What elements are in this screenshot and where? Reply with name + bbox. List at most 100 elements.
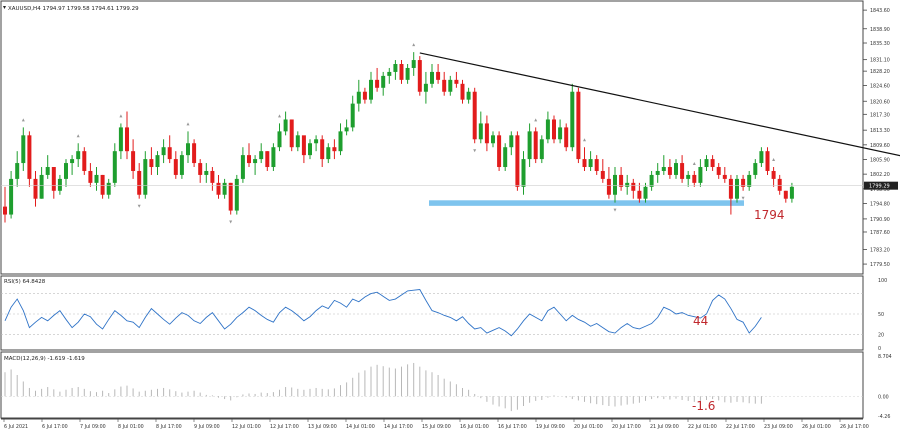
candle-body xyxy=(179,155,184,175)
price-tick-label: 1838.90 xyxy=(870,27,890,33)
current-price-label: 1799.29 xyxy=(869,184,890,190)
candle-body xyxy=(118,127,123,152)
time-tick-label: 7 Jul 09:00 xyxy=(80,424,106,430)
candle-body xyxy=(76,151,81,160)
candle-body xyxy=(631,182,636,191)
candle-body xyxy=(692,174,697,183)
candle-body xyxy=(247,155,251,164)
trendline-group xyxy=(419,52,900,173)
candle-body xyxy=(283,119,288,132)
candle-body xyxy=(112,151,117,183)
candle-body xyxy=(125,127,129,152)
candle-body xyxy=(198,163,203,175)
macd-panel: 8.704 0.00 -4.26 xyxy=(1,354,892,420)
candle-body xyxy=(204,170,209,175)
candle-body xyxy=(253,159,258,164)
candle-body xyxy=(759,151,764,164)
candle-body xyxy=(39,174,44,199)
macd-tick-label: 0.00 xyxy=(878,394,889,400)
candle-body xyxy=(436,71,441,80)
fractal-up-icon xyxy=(119,114,123,118)
time-tick-label: 23 Jul 09:00 xyxy=(764,424,793,430)
price-tick-label: 1779.50 xyxy=(870,262,890,268)
time-tick-label: 9 Jul 09:00 xyxy=(194,424,220,430)
price-tick-label: 1805.90 xyxy=(870,157,890,163)
candle-body xyxy=(259,151,264,160)
candle-body xyxy=(588,159,593,168)
macd-tick-label: 8.704 xyxy=(878,354,892,360)
price-tick-label: 1824.60 xyxy=(870,83,890,89)
candle-body xyxy=(472,91,477,140)
candle-body xyxy=(149,159,154,168)
rsi-tick-label: 20 xyxy=(878,332,884,338)
candle-body xyxy=(704,159,709,168)
candle-body xyxy=(210,170,215,183)
candle-body xyxy=(661,167,666,171)
rsi-tick-label: 0 xyxy=(878,346,881,352)
time-tick-label: 12 Jul 01:00 xyxy=(232,424,261,430)
candle-body xyxy=(88,170,93,183)
candle-body xyxy=(600,170,605,179)
price-tick-label: 1794.80 xyxy=(870,201,890,207)
candlestick-series xyxy=(3,43,794,224)
candle-body xyxy=(82,151,87,171)
candle-body xyxy=(582,159,587,168)
trendline[interactable] xyxy=(419,52,900,173)
fractal-up-icon xyxy=(186,122,190,126)
candle-body xyxy=(765,151,770,171)
fractal-down-icon xyxy=(741,196,745,200)
fractal-up-icon xyxy=(76,134,80,138)
candle-body xyxy=(308,143,312,156)
fractal-down-icon xyxy=(229,220,233,224)
candle-body xyxy=(338,131,343,152)
candle-body xyxy=(448,79,453,92)
price-chart-title: XAUUSD,H4 1794.97 1799.58 1794.61 1799.2… xyxy=(8,6,139,12)
candle-body xyxy=(387,71,392,76)
candle-body xyxy=(314,139,319,144)
candle-body xyxy=(686,174,691,179)
candle-body xyxy=(564,127,569,148)
price-tick-label: 1787.60 xyxy=(870,230,890,236)
time-tick-label: 6 Jul 17:00 xyxy=(42,424,68,430)
time-tick-label: 13 Jul 09:00 xyxy=(308,424,337,430)
candle-body xyxy=(106,182,111,195)
fractal-up-icon xyxy=(534,118,538,122)
time-tick-label: 20 Jul 01:00 xyxy=(574,424,603,430)
candle-body xyxy=(332,147,337,152)
candle-body xyxy=(576,91,581,160)
chevron-down-icon[interactable] xyxy=(3,6,6,9)
time-tick-label: 22 Jul 01:00 xyxy=(688,424,717,430)
candle-body xyxy=(509,135,514,148)
candle-body xyxy=(143,159,148,195)
time-tick-label: 14 Jul 01:00 xyxy=(346,424,375,430)
fractal-down-icon xyxy=(613,208,617,212)
fractal-up-icon xyxy=(278,114,281,118)
candle-body xyxy=(234,178,239,211)
candle-body xyxy=(33,178,38,199)
macd-tick-label: -4.26 xyxy=(878,414,890,420)
candle-body xyxy=(131,151,136,171)
candle-body xyxy=(619,174,624,187)
price-tick-label: 1798.50 xyxy=(870,187,890,193)
rsi-tick-label: 50 xyxy=(878,312,884,318)
candle-body xyxy=(777,178,782,191)
candle-body xyxy=(771,170,776,179)
candle-body xyxy=(466,91,471,100)
candle-body xyxy=(643,186,648,199)
time-axis-labels: 6 Jul 2021 6 Jul 17:00 7 Jul 09:00 8 Jul 01… xyxy=(3,419,869,430)
candle-body xyxy=(277,131,282,148)
candle-body xyxy=(186,143,190,156)
candle-body xyxy=(667,167,672,175)
candle-body xyxy=(491,135,495,144)
candle-body xyxy=(680,163,685,179)
candle-body xyxy=(70,159,75,164)
time-tick-label: 8 Jul 17:00 xyxy=(156,424,182,430)
rsi-title: RSI(5) 64.8428 xyxy=(4,279,46,285)
candle-body xyxy=(375,79,380,88)
candle-body xyxy=(369,79,373,100)
candle-body xyxy=(741,178,746,187)
candle-body xyxy=(417,60,422,92)
candle-body xyxy=(649,174,654,187)
